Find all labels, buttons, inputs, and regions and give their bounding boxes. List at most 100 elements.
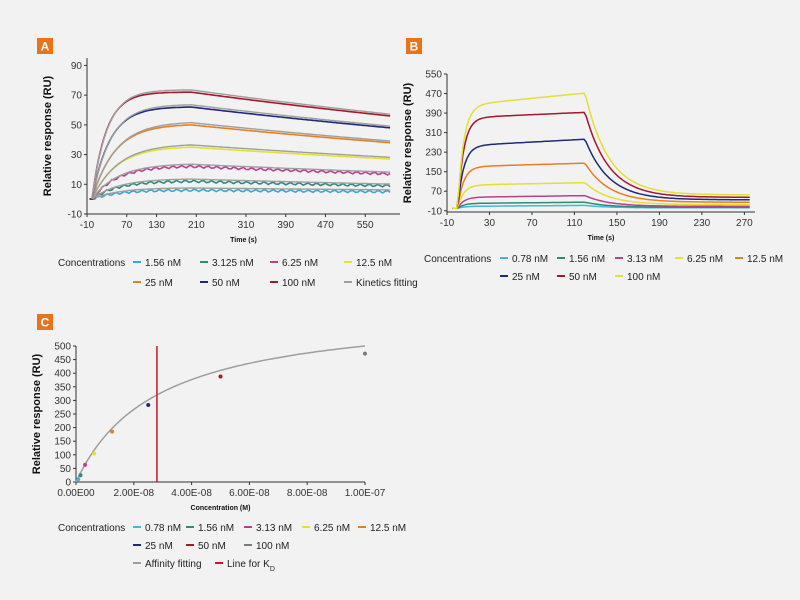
panel-b-legend-label: 0.78 nM xyxy=(512,254,548,265)
panel-a-ytick-label: 50 xyxy=(71,120,83,131)
panel-c: C 0 50 100 150 200 250 300 350 400 450 500 0.00E00 2.… xyxy=(31,314,406,573)
panel-b-legend-label: 50 nM xyxy=(569,272,597,283)
panel-a-badge-label: A xyxy=(41,40,50,54)
panel-b-x-axis-title: Time (s) xyxy=(588,235,615,242)
panel-c-ytick-label: 50 xyxy=(60,464,72,475)
panel-a-xtick-label: -10 xyxy=(80,220,95,231)
panel-b-legend-label: 100 nM xyxy=(627,272,660,283)
panel-a-xtick-label: 550 xyxy=(357,220,374,231)
panel-a-badge xyxy=(37,38,53,54)
panel-b-ytick-label: -10 xyxy=(428,206,443,217)
panel-c-ytick-label: 350 xyxy=(54,382,71,393)
panel-b-xtick-label: -10 xyxy=(440,218,455,229)
panel-b-series-25nM xyxy=(452,138,750,210)
panel-a-fit-100nM xyxy=(91,89,391,200)
panel-a-legend-label: 12.5 nM xyxy=(356,258,392,269)
panel-b-ytick-label: 230 xyxy=(425,148,442,159)
panel-a-xtick-label: 310 xyxy=(238,220,255,231)
panel-c-legend-label: 12.5 nM xyxy=(370,523,406,534)
panel-a-ytick-label: 30 xyxy=(71,150,83,161)
panel-a-fit-125nM xyxy=(91,144,391,200)
panel-b-xtick-label: 110 xyxy=(566,218,582,229)
panel-b-xtick-label: 190 xyxy=(651,218,668,229)
panel-b-series-625nM xyxy=(452,181,750,210)
panel-b-ytick-label: 70 xyxy=(431,187,443,198)
panel-a-fit-50nM xyxy=(91,104,391,200)
panel-b-legend-label: 6.25 nM xyxy=(687,254,723,265)
panel-c-ytick-label: 400 xyxy=(54,369,71,380)
panel-a-series-3125nM xyxy=(89,179,391,200)
panel-a-xtick-label: 470 xyxy=(317,220,334,231)
panel-b-series-100nM xyxy=(452,92,750,210)
panel-b-series-125nM xyxy=(452,162,750,210)
panel-b-ytick-label: 550 xyxy=(425,70,442,81)
panel-c-ytick-label: 0 xyxy=(65,478,71,489)
panel-a-legend-label: 6.25 nM xyxy=(282,258,318,269)
panel-c-legend-label: 3.13 nM xyxy=(256,523,292,534)
panel-a-x-axis-title: Time (s) xyxy=(230,237,257,244)
panel-c-legend-label: Line for KD xyxy=(227,559,275,573)
panel-b-xtick-label: 70 xyxy=(526,218,538,229)
panel-c-point-156nM xyxy=(78,473,83,478)
panel-a-legend-label: 50 nM xyxy=(212,278,240,289)
panel-c-legend-label: 100 nM xyxy=(256,541,289,552)
panel-a-ytick-label: -10 xyxy=(68,210,83,221)
panel-b-xtick-label: 30 xyxy=(484,218,496,229)
panel-c-legend-label: 0.78 nM xyxy=(145,523,181,534)
panel-a-series-100nM xyxy=(89,91,391,200)
panel-b-badge xyxy=(406,38,422,54)
panel-c-xtick-label: 0.00E00 xyxy=(57,488,95,499)
panel-a-series-50nM xyxy=(89,106,391,200)
panel-a-series-156nM xyxy=(89,188,391,201)
panel-c-point-625nM xyxy=(92,451,97,456)
panel-b-y-axis-title: Relative response (RU) xyxy=(402,82,414,203)
panel-a-fit-25nM xyxy=(91,121,391,200)
panel-c-x-axis-title: Concentration (M) xyxy=(191,505,251,512)
panel-c-legend-label: Affinity fitting xyxy=(145,559,202,570)
panel-c-xtick-label: 1.00E-07 xyxy=(345,488,386,499)
panel-b: B -10 70 150 230 310 390 470 550 -10 30 70 110 150 190… xyxy=(402,38,783,283)
panel-b-ytick-label: 150 xyxy=(425,167,442,178)
panel-a-ytick-label: 10 xyxy=(71,180,83,191)
panel-c-ytick-label: 300 xyxy=(54,396,71,407)
panel-a-legend-title: Concentrations xyxy=(58,258,125,269)
panel-c-ytick-label: 200 xyxy=(54,423,71,434)
panel-b-legend-label: 12.5 nM xyxy=(747,254,783,265)
panel-a: A -10 10 30 50 70 90 -10 70 130 210 310 390 470 550 Tim… xyxy=(37,38,418,289)
panel-b-legend-label: 25 nM xyxy=(512,272,540,283)
panel-b-series-313nM xyxy=(452,194,750,210)
panel-a-legend-label: 100 nM xyxy=(282,278,315,289)
panel-a-fit-156nM xyxy=(91,187,391,200)
panel-a-xtick-label: 70 xyxy=(121,220,133,231)
panel-c-point-313nM xyxy=(83,462,88,467)
panel-a-series-125nM xyxy=(89,146,391,200)
panel-b-ytick-label: 470 xyxy=(425,89,442,100)
panel-b-legend-title: Concentrations xyxy=(424,254,491,265)
panel-a-ytick-label: 90 xyxy=(71,61,83,72)
panel-b-ytick-label: 310 xyxy=(425,128,442,139)
panel-c-legend-label: 6.25 nM xyxy=(314,523,350,534)
panel-c-badge-label: C xyxy=(41,316,50,330)
panel-c-xtick-label: 6.00E-08 xyxy=(229,488,270,499)
panel-c-legend-label: 50 nM xyxy=(198,541,226,552)
panel-c-legend-title: Concentrations xyxy=(58,523,125,534)
panel-c-y-axis-title: Relative response (RU) xyxy=(31,353,43,474)
panel-a-legend-label: Kinetics fitting xyxy=(356,278,418,289)
panel-a-xtick-label: 390 xyxy=(277,220,294,231)
panel-a-legend-label: 1.56 nM xyxy=(145,258,181,269)
panel-c-ytick-label: 250 xyxy=(54,410,71,421)
panel-b-xtick-label: 230 xyxy=(694,218,711,229)
panel-a-legend-label: 3.125 nM xyxy=(212,258,254,269)
panel-c-legend-label: 25 nM xyxy=(145,541,173,552)
panel-b-ytick-label: 390 xyxy=(425,109,442,120)
panel-a-fit-625nM xyxy=(91,163,391,200)
panel-c-ytick-label: 450 xyxy=(54,355,71,366)
panel-a-xtick-label: 210 xyxy=(188,220,205,231)
panel-c-ytick-label: 500 xyxy=(54,342,71,353)
panel-a-fit-3125nM xyxy=(91,178,391,200)
panel-c-legend-label: 1.56 nM xyxy=(198,523,234,534)
panel-c-ytick-label: 150 xyxy=(54,437,71,448)
panel-b-legend-label: 3.13 nM xyxy=(627,254,663,265)
panel-c-point-125nM xyxy=(110,429,115,434)
